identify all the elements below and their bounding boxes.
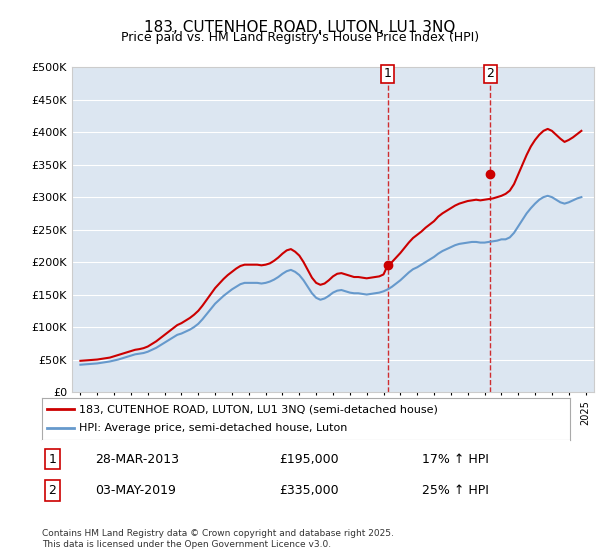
Text: 25% ↑ HPI: 25% ↑ HPI <box>422 484 489 497</box>
Text: 2: 2 <box>487 67 494 80</box>
Text: Price paid vs. HM Land Registry's House Price Index (HPI): Price paid vs. HM Land Registry's House … <box>121 31 479 44</box>
Text: 1: 1 <box>49 452 56 466</box>
Text: £195,000: £195,000 <box>280 452 339 466</box>
Text: Contains HM Land Registry data © Crown copyright and database right 2025.
This d: Contains HM Land Registry data © Crown c… <box>42 529 394 549</box>
Text: HPI: Average price, semi-detached house, Luton: HPI: Average price, semi-detached house,… <box>79 423 347 433</box>
Text: 183, CUTENHOE ROAD, LUTON, LU1 3NQ: 183, CUTENHOE ROAD, LUTON, LU1 3NQ <box>145 20 455 35</box>
Text: 17% ↑ HPI: 17% ↑ HPI <box>422 452 489 466</box>
Text: 183, CUTENHOE ROAD, LUTON, LU1 3NQ (semi-detached house): 183, CUTENHOE ROAD, LUTON, LU1 3NQ (semi… <box>79 404 438 414</box>
Text: 03-MAY-2019: 03-MAY-2019 <box>95 484 176 497</box>
Text: 2: 2 <box>49 484 56 497</box>
Text: £335,000: £335,000 <box>280 484 339 497</box>
Text: 28-MAR-2013: 28-MAR-2013 <box>95 452 179 466</box>
Text: 1: 1 <box>383 67 391 80</box>
